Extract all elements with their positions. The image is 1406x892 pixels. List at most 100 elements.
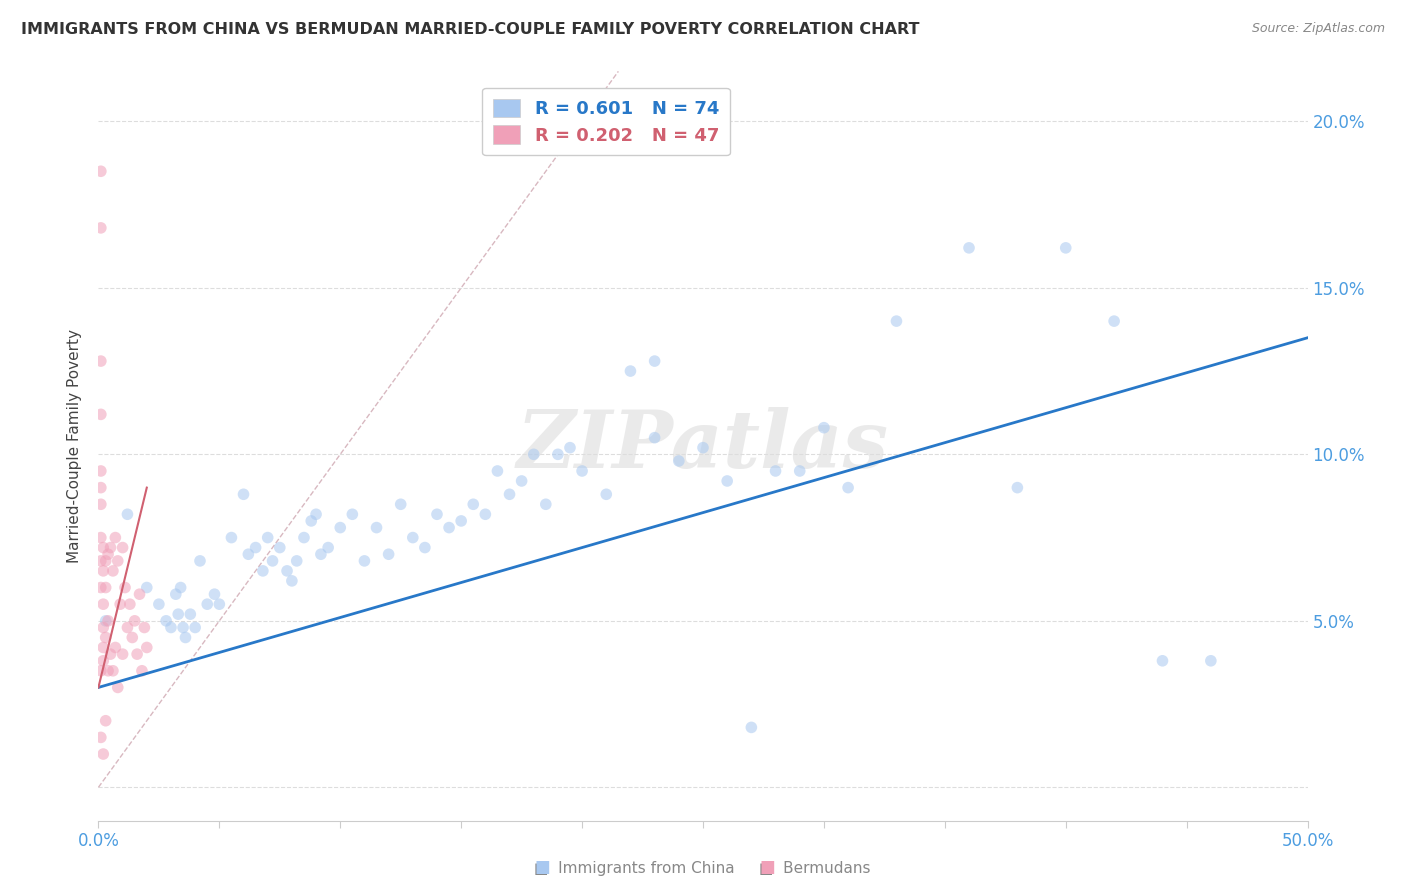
Point [245,541,267,555]
Point [169,581,191,595]
Point [91,747,114,761]
Point [413,541,436,555]
Point [91,620,114,634]
Point [619,364,641,378]
Point [90,464,112,478]
Point [117,620,139,634]
Point [1054,241,1077,255]
Point [716,474,738,488]
Point [523,447,546,461]
Point [534,497,557,511]
Point [188,554,211,568]
Point [179,607,201,622]
Point [366,520,388,534]
Point [486,464,509,478]
Point [94,631,117,645]
Point [571,101,593,115]
Point [402,531,425,545]
Point [90,354,112,368]
Point [91,541,114,555]
Point [111,647,134,661]
Y-axis label: Married-Couple Family Poverty: Married-Couple Family Poverty [67,329,83,563]
Point [692,441,714,455]
Point [94,614,117,628]
Point [90,497,112,511]
Text: ■  Immigrants from China: ■ Immigrants from China [534,861,735,876]
Point [90,731,112,745]
Point [221,531,243,545]
Point [510,474,533,488]
Point [329,520,352,534]
Text: IMMIGRANTS FROM CHINA VS BERMUDAN MARRIED-COUPLE FAMILY POVERTY CORRELATION CHAR: IMMIGRANTS FROM CHINA VS BERMUDAN MARRIE… [21,22,920,37]
Text: ■: ■ [759,858,775,876]
Point [148,597,170,611]
Point [377,547,399,561]
Point [1199,654,1222,668]
Text: ■: ■ [534,858,550,876]
Point [107,554,129,568]
Point [172,620,194,634]
Point [91,640,114,655]
Point [165,587,187,601]
Point [316,541,339,555]
Point [90,408,112,422]
Point [437,520,460,534]
Point [97,547,120,561]
Text: Source: ZipAtlas.com: Source: ZipAtlas.com [1251,22,1385,36]
Point [305,508,328,522]
Point [837,481,859,495]
Point [90,164,112,178]
Point [91,564,114,578]
Point [94,554,117,568]
Point [668,454,690,468]
Point [104,640,127,655]
Point [131,664,153,678]
Point [256,531,278,545]
Point [281,574,304,588]
Point [90,531,112,545]
Point [90,581,112,595]
Point [644,354,666,368]
Text: ■  Bermudans: ■ Bermudans [759,861,870,876]
Point [547,447,569,461]
Point [108,597,131,611]
Point [571,464,593,478]
Point [1152,654,1174,668]
Point [299,514,322,528]
Point [135,581,157,595]
Point [353,554,375,568]
Point [740,720,762,734]
Point [232,487,254,501]
Point [90,554,112,568]
Point [160,620,183,634]
Point [90,220,112,235]
Point [558,441,581,455]
Point [595,487,617,501]
Point [813,420,835,434]
Point [644,431,666,445]
Point [91,654,114,668]
Point [204,587,226,601]
Point [426,508,449,522]
Point [90,481,112,495]
Point [100,647,122,661]
Point [463,497,485,511]
Point [342,508,364,522]
Point [107,681,129,695]
Point [765,464,787,478]
Point [90,664,112,678]
Point [184,620,207,634]
Point [135,640,157,655]
Point [276,564,298,578]
Point [117,508,139,522]
Point [167,607,190,622]
Point [101,664,124,678]
Point [127,647,149,661]
Point [269,541,291,555]
Point [124,614,146,628]
Point [94,714,117,728]
Point [252,564,274,578]
Point [114,581,136,595]
Point [121,631,143,645]
Point [208,597,231,611]
